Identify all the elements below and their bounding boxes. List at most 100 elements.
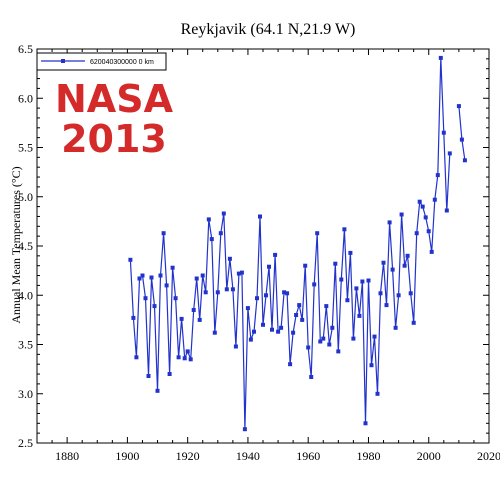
data-point (309, 375, 314, 379)
y-tick-label: 6.0 (18, 91, 33, 105)
data-point (218, 231, 223, 236)
data-point (360, 279, 365, 284)
y-tick-label: 6.5 (18, 42, 33, 56)
x-tick-label: 1980 (356, 449, 380, 463)
data-point (321, 336, 326, 341)
data-point (282, 290, 287, 295)
data-point (294, 313, 299, 317)
x-tick-label: 1900 (115, 449, 139, 463)
data-point (285, 291, 290, 296)
data-point (408, 291, 413, 296)
data-point (423, 215, 428, 220)
data-point (134, 355, 139, 360)
data-point (297, 303, 302, 308)
data-point (306, 345, 311, 350)
data-point (252, 329, 256, 334)
series-line-segment-0 (129, 57, 448, 430)
data-point (399, 212, 404, 217)
data-point (312, 282, 317, 287)
data-point (402, 263, 407, 268)
data-point (336, 349, 341, 354)
data-point (261, 322, 265, 327)
data-point (387, 220, 392, 225)
data-point (224, 287, 229, 292)
data-point (333, 261, 338, 266)
data-point (203, 290, 208, 295)
data-point (233, 344, 238, 349)
data-point (375, 391, 380, 396)
y-tick-label: 3.5 (18, 338, 33, 352)
data-point (366, 278, 371, 283)
data-point (288, 362, 293, 367)
data-point (351, 336, 356, 341)
x-tick-label: 2020 (477, 449, 500, 463)
data-point (158, 273, 163, 278)
data-point (273, 252, 278, 257)
data-point (417, 199, 422, 204)
plot-area (128, 55, 467, 432)
data-point (176, 355, 181, 360)
overlay-line2: 2013 (61, 117, 167, 161)
data-point (137, 276, 142, 281)
data-point (345, 298, 350, 303)
legend-entry-0: 620040300000 0 km (90, 59, 154, 66)
data-point (161, 231, 166, 236)
data-point (435, 173, 440, 178)
data-point (372, 334, 377, 339)
data-point (185, 349, 190, 354)
data-point (405, 253, 410, 258)
data-point (245, 306, 250, 311)
data-point (173, 296, 178, 301)
data-point (194, 276, 199, 281)
data-point (456, 104, 461, 109)
y-tick-label: 3.0 (18, 387, 33, 401)
data-point (255, 296, 259, 301)
data-point (188, 357, 193, 362)
data-point (348, 250, 353, 255)
data-point (315, 231, 320, 236)
data-point (167, 372, 172, 376)
series-line-segment-1 (446, 153, 451, 211)
data-point (426, 229, 431, 234)
data-point (462, 158, 467, 163)
data-point (300, 317, 305, 322)
data-point (128, 257, 133, 262)
data-point (140, 273, 145, 278)
data-point (303, 263, 308, 268)
data-point (221, 211, 226, 216)
data-point (131, 315, 136, 320)
x-tick-label: 1880 (55, 449, 79, 463)
data-point (411, 320, 416, 325)
data-point (248, 337, 253, 342)
data-point (200, 273, 205, 278)
data-point (155, 388, 160, 393)
data-point (354, 286, 359, 291)
y-tick-label: 2.5 (18, 436, 33, 450)
legend-marker (61, 59, 65, 63)
data-point (236, 271, 241, 276)
data-point (227, 256, 232, 261)
overlay-stamp: NASA 2013 (55, 77, 174, 161)
data-point (390, 267, 395, 272)
data-point (393, 325, 398, 330)
data-point (291, 330, 296, 335)
data-point (215, 290, 220, 295)
data-point (447, 151, 452, 156)
data-point (384, 303, 389, 308)
data-point (149, 275, 154, 280)
data-point (396, 293, 401, 298)
data-point (459, 137, 464, 142)
x-tick-label: 1920 (176, 449, 200, 463)
x-tick-label: 1940 (236, 449, 260, 463)
series-line-segment-2 (458, 106, 466, 161)
data-point (230, 287, 235, 292)
data-point (267, 264, 271, 269)
data-point (363, 421, 368, 426)
data-point (206, 217, 211, 222)
data-point (432, 197, 437, 202)
data-point (342, 227, 347, 232)
x-tick-label: 2000 (417, 449, 441, 463)
data-point (429, 249, 434, 254)
y-tick-label: 4.5 (18, 239, 33, 253)
